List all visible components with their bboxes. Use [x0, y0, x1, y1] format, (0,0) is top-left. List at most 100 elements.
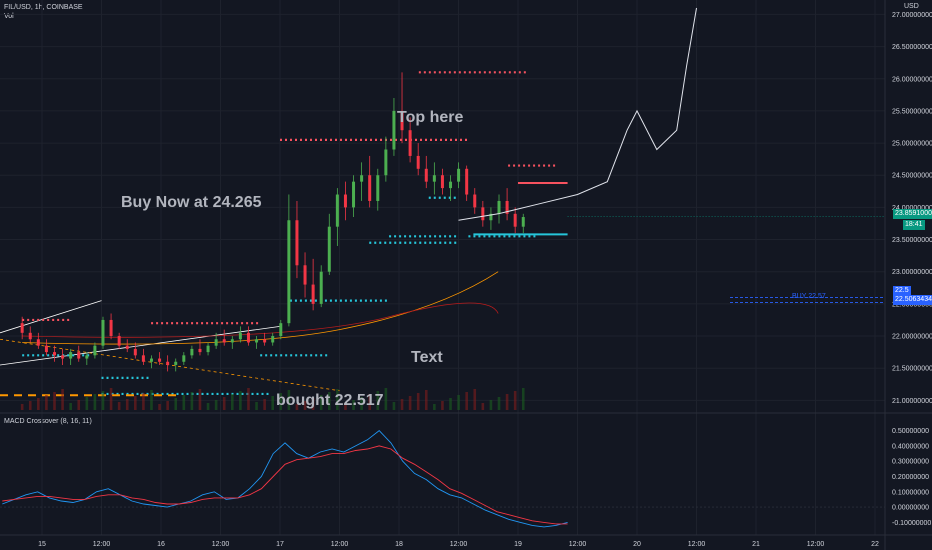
candle-body — [238, 332, 242, 340]
candle-body — [198, 348, 202, 353]
volume-bar — [344, 403, 347, 410]
volume-bar — [521, 388, 525, 410]
volume-bar — [77, 400, 81, 410]
volume-bar — [287, 390, 291, 410]
candle-body — [255, 339, 259, 343]
candle-body — [174, 361, 178, 365]
volume-bar — [271, 396, 275, 410]
volume-bar — [150, 390, 153, 410]
time-tick-label: 15 — [38, 541, 46, 548]
candle-body — [408, 130, 412, 156]
candle-body — [343, 194, 347, 208]
candle-body — [20, 323, 24, 333]
macd-tick-label: 0.50000000 — [892, 428, 929, 435]
price-tick-label: 21.50000000 — [892, 366, 932, 373]
price-tick-label: 27.00000000 — [892, 12, 932, 19]
candle-body — [93, 345, 97, 356]
candle-body — [85, 355, 89, 359]
price-tick-label: 23.00000000 — [892, 269, 932, 276]
volume-bar — [231, 394, 234, 410]
candle-body — [440, 175, 444, 189]
macd-title[interactable]: MACD Crossover (8, 16, 11) — [4, 418, 92, 425]
volume-bar — [37, 398, 40, 410]
sma-line — [22, 302, 499, 338]
volume-label[interactable]: Vol — [4, 13, 14, 20]
currency-label: USD — [904, 3, 919, 10]
volume-bar — [247, 388, 250, 410]
price-tick-label: 26.00000000 — [892, 76, 932, 83]
volume-bar — [441, 401, 444, 410]
price-tick-label: 24.50000000 — [892, 173, 932, 180]
candle-body — [206, 345, 210, 353]
candle-body — [271, 336, 275, 343]
candle-body — [319, 271, 323, 304]
volume-bar — [53, 392, 56, 410]
symbol-title[interactable]: FIL/USD, 1h, COINBASE — [4, 4, 83, 11]
candle-body — [416, 155, 420, 169]
volume-bar — [360, 397, 363, 410]
candle-body — [521, 217, 525, 227]
macd-tick-label: 0.00000000 — [892, 505, 929, 512]
candle-body — [424, 168, 428, 182]
volume-bar — [255, 402, 258, 410]
bought-annotation: bought 22.517 — [276, 392, 384, 409]
volume-bar — [45, 395, 48, 410]
volume-bar — [327, 392, 331, 410]
volume-bar — [206, 403, 210, 410]
volume-bar — [198, 389, 202, 410]
volume-bar — [505, 394, 509, 410]
time-tick-label: 20 — [633, 541, 641, 548]
buy-now-annotation: Buy Now at 24.265 — [121, 194, 262, 211]
price-tick-label: 24.00000000 — [892, 205, 932, 212]
candle-body — [52, 352, 56, 356]
volume-bar — [336, 389, 339, 410]
candle-body — [303, 265, 307, 285]
volume-bar — [61, 389, 64, 410]
candle-body — [368, 175, 372, 201]
trendline — [0, 325, 281, 366]
price-tick-label: 25.50000000 — [892, 108, 932, 115]
candle-body — [335, 194, 339, 227]
candle-body — [61, 355, 65, 359]
candle-body — [497, 200, 501, 214]
candle-body — [117, 336, 121, 346]
time-tick-label: 12:00 — [331, 541, 349, 548]
volume-bar — [295, 404, 299, 410]
time-tick-label: 22 — [871, 541, 879, 548]
volume-bar — [384, 388, 388, 410]
volume-bar — [134, 396, 137, 410]
candle-body — [149, 358, 153, 362]
volume-bar — [142, 393, 145, 410]
price-tick-label: 25.00000000 — [892, 141, 932, 148]
trendline-dashed — [0, 338, 340, 392]
price-tick-label: 22.00000000 — [892, 334, 932, 341]
volume-bar — [69, 403, 72, 410]
time-tick-label: 21 — [752, 541, 760, 548]
time-tick-label: 12:00 — [450, 541, 468, 548]
volume-bar — [166, 401, 169, 410]
time-tick-label: 18 — [395, 541, 403, 548]
time-tick-label: 12:00 — [93, 541, 111, 548]
volume-bar — [85, 397, 89, 410]
trendline — [0, 300, 102, 334]
candle-body — [36, 339, 40, 346]
volume-bar — [125, 399, 129, 410]
volume-bar — [424, 390, 428, 410]
candle-body — [432, 175, 436, 182]
volume-bar — [368, 394, 371, 410]
current-price-tag: 23.85910000 — [893, 209, 932, 219]
volume-bar — [449, 398, 452, 410]
volume-bar — [352, 400, 355, 410]
candle-body — [465, 168, 469, 195]
price-tick-label: 21.00000000 — [892, 398, 932, 405]
volume-bar — [400, 399, 404, 410]
candle-body — [481, 207, 485, 221]
candle-body — [392, 110, 396, 150]
candle-body — [400, 110, 404, 131]
time-tick-label: 12:00 — [807, 541, 825, 548]
volume-bar — [93, 394, 97, 410]
macd-tick-label: 0.40000000 — [892, 443, 929, 450]
candle-body — [279, 323, 283, 337]
